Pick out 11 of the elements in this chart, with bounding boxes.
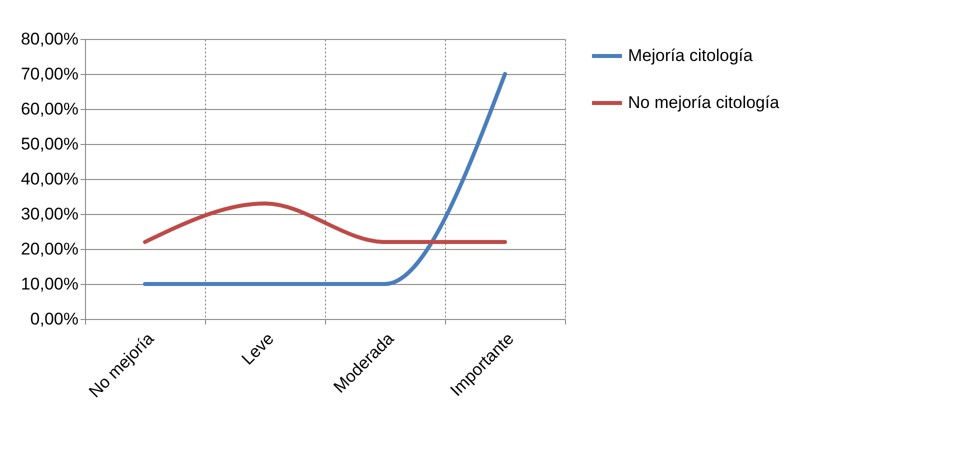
y-tick-label: 20,00% — [20, 240, 78, 258]
legend-label: Mejoría citología — [628, 46, 754, 65]
y-tick-label: 40,00% — [20, 170, 78, 188]
y-tick-label: 60,00% — [20, 100, 78, 118]
y-tick-label: 70,00% — [20, 64, 78, 84]
y-tick-label: 80,00% — [20, 30, 78, 48]
y-tick-label: 30,00% — [20, 204, 78, 224]
y-tick-label: 0,00% — [30, 310, 78, 328]
y-tick-label: 10,00% — [20, 274, 78, 294]
legend-label: No mejoría citología — [628, 93, 780, 112]
y-tick-label: 50,00% — [20, 134, 78, 154]
